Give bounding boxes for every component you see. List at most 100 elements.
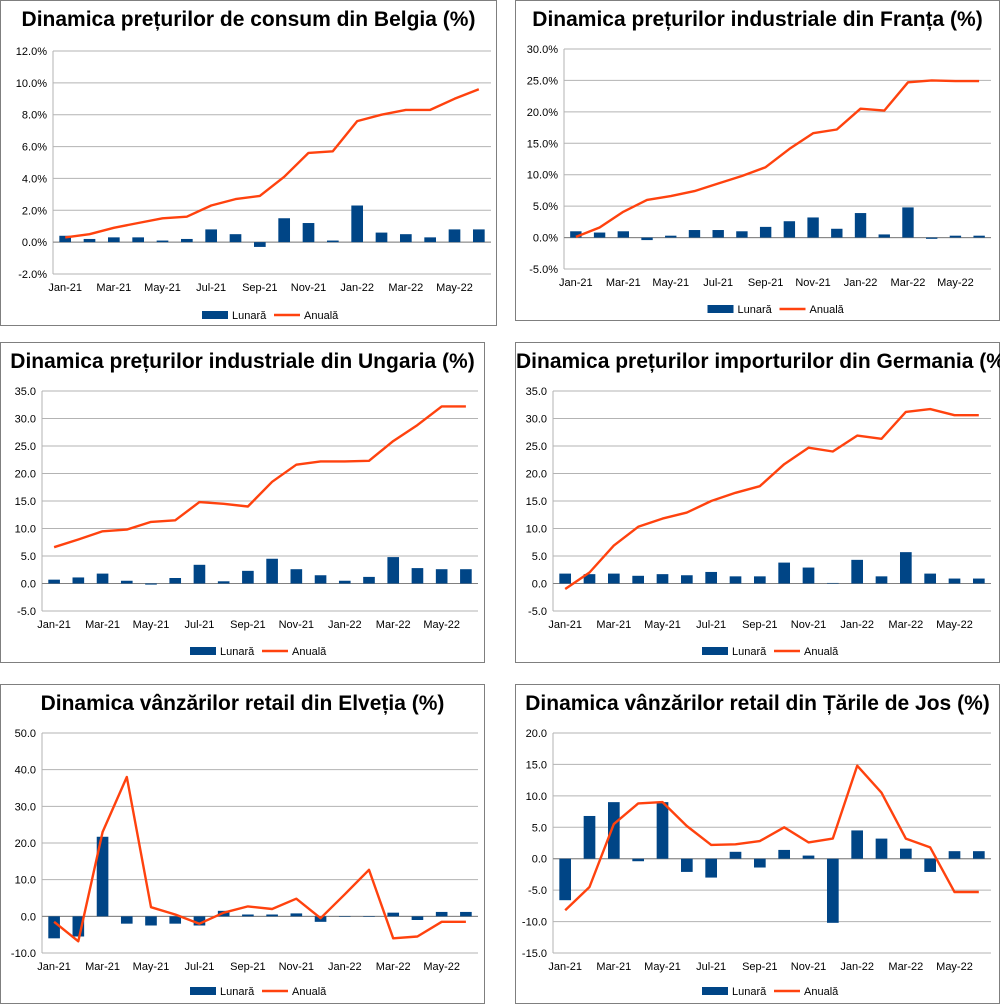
series-line-annual: [564, 407, 979, 590]
bar-monthly: [314, 575, 327, 584]
x-tick-label: Jan-22: [328, 961, 362, 973]
bar-monthly: [632, 575, 645, 584]
bar-monthly: [242, 570, 254, 584]
x-tick-label: Jan-21: [48, 282, 82, 294]
bar-monthly: [448, 229, 461, 243]
x-tick-label: Mar-21: [596, 619, 631, 631]
bar-monthly: [424, 237, 437, 243]
bar-monthly: [460, 569, 472, 584]
x-tick-label: Mar-21: [85, 961, 120, 973]
bar-monthly: [290, 913, 303, 917]
y-tick-label: 15.0%: [527, 138, 558, 150]
bar-monthly: [778, 562, 791, 584]
bar-monthly: [375, 232, 388, 243]
legend-swatch-monthly: [190, 987, 216, 995]
y-tick-label: 15.0: [526, 759, 547, 771]
bar-monthly: [411, 568, 424, 584]
bar-monthly: [878, 234, 890, 238]
bar-monthly: [290, 569, 303, 584]
bar-monthly: [169, 916, 182, 924]
bar-monthly: [851, 830, 864, 859]
x-tick-label: Mar-22: [891, 277, 926, 289]
bar-monthly: [472, 229, 485, 243]
y-tick-label: -5.0: [17, 606, 36, 618]
y-tick-label: 10.0: [526, 791, 547, 803]
y-tick-label: -5.0: [528, 885, 547, 897]
y-tick-label: 0.0%: [533, 233, 558, 245]
y-tick-label: 15.0: [15, 496, 36, 508]
y-tick-label: 10.0: [526, 524, 547, 536]
x-tick-label: May-22: [436, 282, 473, 294]
legend-swatch-monthly: [702, 647, 728, 655]
bar-monthly: [338, 916, 351, 917]
bar-monthly: [120, 580, 133, 584]
chart-svg: -5.0 0.0 5.0 10.0 15.0 20.0 25.0 30.0 35.0 Jan-21…: [526, 386, 991, 658]
x-tick-label: May-22: [936, 961, 973, 973]
bar-monthly: [802, 567, 815, 584]
bar-monthly: [948, 578, 961, 584]
legend-label-annual: Anuală: [292, 986, 327, 998]
legend-label-monthly: Lunară: [732, 646, 767, 658]
bar-monthly: [302, 223, 315, 243]
bar-monthly: [665, 235, 677, 238]
bar-monthly: [48, 916, 60, 939]
bar-monthly: [59, 235, 72, 243]
x-tick-label: May-22: [936, 619, 973, 631]
x-tick-label: Mar-21: [85, 619, 120, 631]
bar-monthly: [972, 578, 985, 584]
legend-swatch-monthly: [707, 305, 734, 313]
x-tick-label: Jul-21: [184, 619, 214, 631]
y-tick-label: 35.0: [526, 386, 547, 398]
legend-label-monthly: Lunară: [738, 304, 773, 316]
legend-swatch-monthly: [190, 647, 216, 655]
y-tick-label: -5.0: [528, 606, 547, 618]
bar-monthly: [807, 217, 819, 238]
bar-monthly: [753, 576, 766, 584]
x-tick-label: Nov-21: [279, 619, 314, 631]
bar-monthly: [875, 576, 888, 584]
y-tick-label: 25.0: [15, 441, 36, 453]
bar-monthly: [972, 851, 985, 859]
legend-label-monthly: Lunară: [220, 646, 255, 658]
bar-monthly: [641, 237, 653, 241]
bar-monthly: [72, 577, 85, 584]
y-tick-label: 20.0%: [527, 107, 558, 119]
chart-panel-tarile-de-jos: Dinamica vânzărilor retail din Țările de…: [515, 684, 1000, 1004]
x-tick-label: May-21: [144, 282, 181, 294]
bar-monthly: [326, 240, 339, 243]
x-tick-label: Nov-21: [795, 277, 830, 289]
x-tick-label: Mar-22: [376, 961, 411, 973]
bar-monthly: [266, 914, 278, 917]
legend-swatch-monthly: [202, 311, 228, 319]
series-line-annual: [575, 79, 980, 239]
bar-monthly: [607, 573, 620, 584]
y-tick-label: 30.0: [15, 414, 36, 426]
y-tick-label: 12.0%: [16, 46, 47, 58]
bar-monthly: [399, 234, 412, 243]
bar-monthly: [205, 229, 218, 243]
x-tick-label: Mar-21: [96, 282, 131, 294]
bar-monthly: [826, 858, 839, 923]
bar-monthly: [583, 815, 596, 859]
bar-monthly: [802, 855, 815, 859]
x-tick-label: Mar-22: [888, 619, 923, 631]
x-tick-label: Sep-21: [230, 961, 265, 973]
legend-label-annual: Anuală: [304, 310, 339, 322]
legend-label-annual: Anuală: [804, 986, 839, 998]
chart-title: Dinamica vânzărilor retail din Elveția (…: [40, 692, 445, 715]
y-tick-label: -10.0: [11, 948, 36, 960]
chart-title: Dinamica vânzărilor retail din Țările de…: [525, 692, 990, 715]
chart-svg: -2.0% 0.0% 2.0% 4.0% 6.0% 8.0% 10.0% 12.0% Jan-2…: [16, 46, 491, 322]
bar-monthly: [193, 916, 206, 926]
bar-monthly: [559, 573, 572, 584]
bar-monthly: [783, 221, 796, 238]
x-tick-label: Jul-21: [184, 961, 214, 973]
bar-monthly: [705, 571, 718, 584]
y-tick-label: 5.0: [532, 822, 547, 834]
x-tick-label: Jan-21: [548, 619, 582, 631]
bar-monthly: [242, 914, 254, 917]
y-tick-label: 20.0: [526, 469, 547, 481]
x-tick-label: Sep-21: [230, 619, 265, 631]
x-tick-label: Jan-21: [548, 961, 582, 973]
x-tick-label: Nov-21: [791, 961, 826, 973]
